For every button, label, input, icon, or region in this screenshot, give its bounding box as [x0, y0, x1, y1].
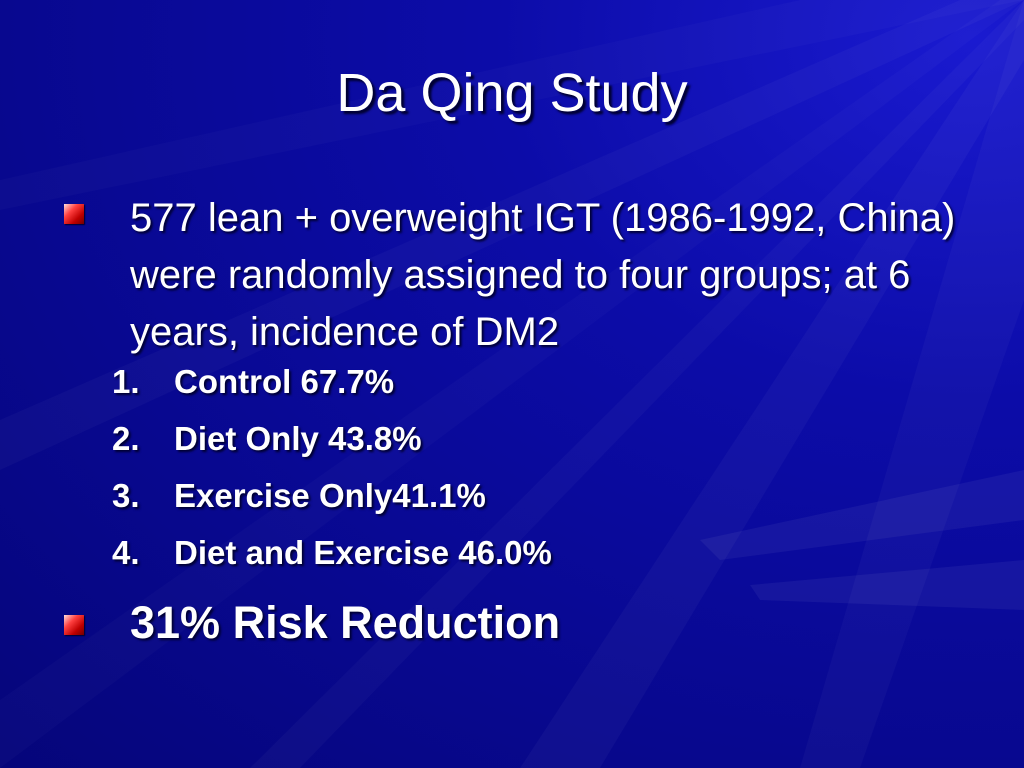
numbered-item-exercise-only: 3. Exercise Only41.1%: [112, 477, 486, 515]
numbered-item-control: 1. Control 67.7%: [112, 363, 394, 401]
item-number: 2.: [112, 420, 140, 457]
item-text: Diet Only 43.8%: [174, 420, 422, 457]
item-number: 4.: [112, 534, 140, 571]
item-text: Control 67.7%: [174, 363, 395, 400]
item-text: Diet and Exercise 46.0%: [174, 534, 552, 571]
bullet-text: 31% Risk Reduction: [130, 597, 561, 648]
bullet-square-icon: [64, 204, 84, 224]
numbered-item-diet-and-exercise: 4. Diet and Exercise 46.0%: [112, 534, 552, 572]
slide-title: Da Qing Study: [336, 63, 688, 123]
numbered-item-diet-only: 2. Diet Only 43.8%: [112, 420, 422, 458]
item-number: 1.: [112, 363, 140, 400]
item-number: 3.: [112, 477, 140, 514]
item-text: Exercise Only41.1%: [174, 477, 486, 514]
bullet-square-icon: [64, 615, 84, 635]
bullet-text: 577 lean + overweight IGT (1986-1992, Ch…: [130, 196, 956, 354]
